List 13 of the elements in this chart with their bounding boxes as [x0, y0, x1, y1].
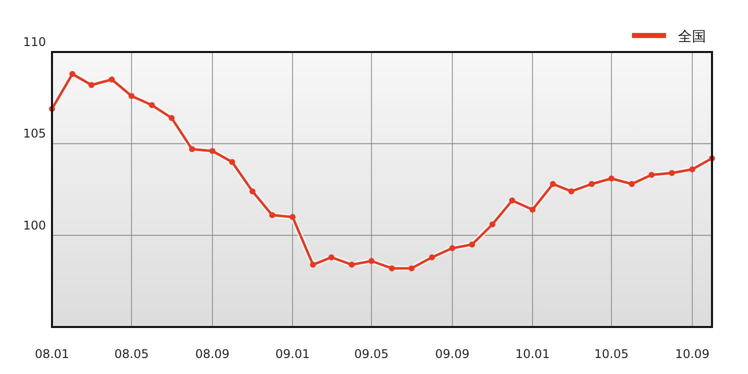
x-tick-label: 10.05	[594, 347, 629, 361]
y-tick-label: 105	[23, 126, 46, 141]
x-tick-label: 09.01	[275, 347, 310, 361]
x-tick-label: 08.09	[195, 347, 230, 361]
x-tick-label: 08.01	[34, 347, 70, 361]
x-tick-label: 10.09	[675, 347, 710, 361]
x-tick-label: 10.01	[515, 347, 550, 361]
x-tick-label: 08.05	[114, 347, 149, 361]
legend-label: 全国	[678, 29, 706, 45]
y-tick-label: 110	[23, 35, 46, 49]
y-tick-label: 100	[23, 218, 46, 232]
x-tick-label: 09.09	[435, 347, 470, 361]
x-tick-label: 09.05	[354, 347, 389, 361]
